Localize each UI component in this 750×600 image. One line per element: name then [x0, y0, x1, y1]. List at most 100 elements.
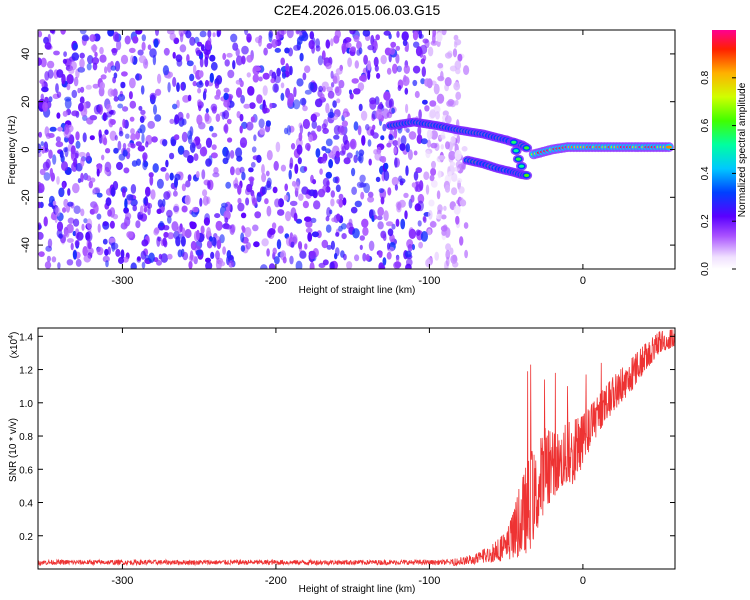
- noise-blob: [263, 47, 268, 56]
- noise-blob: [297, 241, 303, 250]
- noise-blob: [395, 53, 400, 64]
- noise-blob: [63, 147, 68, 153]
- noise-blob: [132, 204, 137, 212]
- noise-blob: [376, 215, 383, 221]
- noise-blob: [404, 210, 408, 220]
- noise-blob: [38, 57, 42, 66]
- noise-blob: [412, 65, 421, 74]
- noise-blob: [420, 78, 426, 85]
- noise-blob: [444, 184, 451, 193]
- noise-blob: [67, 217, 75, 224]
- noise-blob: [122, 149, 128, 157]
- noise-blob: [163, 47, 170, 56]
- noise-blob: [130, 184, 137, 194]
- noise-blob: [56, 91, 62, 98]
- noise-blob: [86, 62, 92, 71]
- noise-blob: [148, 252, 155, 263]
- noise-blob: [307, 232, 313, 242]
- noise-blob: [268, 228, 276, 235]
- noise-blob: [187, 94, 192, 102]
- noise-blob: [110, 242, 119, 250]
- noise-blob: [407, 244, 413, 252]
- noise-blob: [227, 137, 233, 143]
- noise-blob: [114, 135, 118, 141]
- noise-blob: [202, 195, 209, 206]
- noise-blob: [377, 206, 385, 217]
- noise-blob: [321, 123, 327, 130]
- noise-blob: [332, 100, 337, 108]
- noise-blob: [128, 47, 136, 54]
- noise-blob: [79, 30, 87, 35]
- noise-blob: [315, 148, 321, 158]
- noise-blob: [52, 200, 57, 206]
- noise-blob: [215, 250, 220, 260]
- noise-blob: [380, 156, 387, 163]
- noise-blob: [289, 255, 294, 265]
- noise-blob: [336, 98, 341, 104]
- noise-blob: [87, 55, 94, 64]
- noise-blob: [289, 200, 298, 207]
- noise-blob: [109, 119, 116, 125]
- noise-blob: [163, 231, 169, 238]
- noise-blob: [302, 200, 309, 209]
- noise-blob: [325, 224, 332, 233]
- noise-blob: [315, 38, 320, 49]
- noise-blob: [261, 172, 267, 183]
- noise-blob: [253, 134, 257, 142]
- noise-blob: [448, 171, 452, 177]
- noise-blob: [325, 185, 331, 193]
- noise-blob: [222, 52, 227, 61]
- noise-blob: [48, 133, 55, 138]
- noise-blob: [341, 42, 348, 53]
- noise-blob: [389, 47, 396, 55]
- noise-blob: [305, 227, 313, 234]
- noise-blob: [92, 83, 100, 89]
- noise-blob: [316, 125, 322, 132]
- snr-scale-label: (x104): [8, 332, 20, 359]
- noise-blob: [162, 139, 168, 147]
- noise-blob: [351, 186, 357, 195]
- noise-blob: [394, 157, 398, 168]
- noise-blob: [386, 251, 392, 260]
- noise-blob: [139, 116, 145, 123]
- noise-blob: [449, 161, 456, 167]
- noise-blob: [387, 242, 391, 250]
- noise-blob: [195, 171, 200, 178]
- noise-blob: [51, 256, 57, 263]
- noise-blob: [223, 110, 230, 120]
- noise-blob: [248, 176, 255, 182]
- noise-blob: [210, 61, 218, 71]
- noise-blob: [230, 33, 238, 43]
- noise-blob: [157, 199, 163, 208]
- noise-blob: [99, 81, 106, 90]
- noise-blob: [218, 261, 226, 267]
- noise-blob: [124, 35, 131, 45]
- noise-blob: [196, 114, 203, 126]
- noise-blob: [153, 38, 159, 48]
- noise-blob: [214, 213, 221, 219]
- noise-blob: [196, 142, 202, 150]
- noise-blob: [237, 202, 245, 212]
- noise-blob: [209, 54, 216, 62]
- noise-blob: [153, 104, 157, 115]
- noise-blob: [330, 198, 335, 207]
- noise-blob: [447, 98, 455, 106]
- noise-blob: [427, 228, 432, 236]
- noise-blob: [297, 157, 302, 165]
- noise-blob: [325, 138, 333, 147]
- noise-blob: [155, 88, 162, 96]
- noise-blob: [142, 197, 147, 205]
- signal-track: [528, 142, 674, 160]
- noise-blob: [72, 42, 79, 51]
- noise-blob: [308, 81, 314, 91]
- noise-blob: [195, 49, 202, 57]
- noise-blob: [186, 54, 190, 63]
- noise-blob: [289, 65, 293, 76]
- noise-blob: [436, 32, 443, 43]
- noise-blob: [266, 248, 270, 257]
- colorbar-tick-label: 0.4: [700, 166, 711, 180]
- noise-blob: [333, 35, 340, 44]
- noise-blob: [361, 218, 369, 228]
